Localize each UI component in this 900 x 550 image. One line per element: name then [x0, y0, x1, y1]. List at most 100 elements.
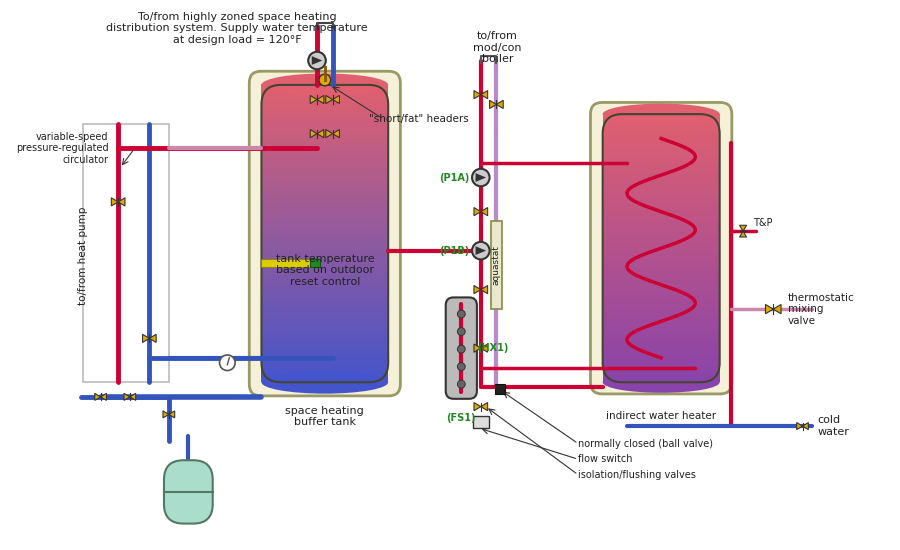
Polygon shape [317, 130, 324, 138]
Bar [603, 344, 720, 350]
Polygon shape [481, 344, 488, 352]
Bar [603, 130, 720, 136]
Text: tank temperature
based on outdoor
reset control: tank temperature based on outdoor reset … [275, 254, 374, 287]
Bar [603, 189, 720, 195]
Polygon shape [474, 403, 481, 411]
Bar [262, 144, 388, 150]
Circle shape [457, 363, 465, 371]
Polygon shape [333, 96, 339, 103]
Bar [603, 312, 720, 318]
Text: T&P: T&P [752, 218, 772, 228]
Polygon shape [317, 96, 324, 103]
Text: (P1B): (P1B) [439, 246, 469, 256]
Ellipse shape [262, 74, 388, 96]
Bar [603, 350, 720, 355]
Bar [603, 162, 720, 168]
Text: thermostatic
mixing
valve: thermostatic mixing valve [788, 293, 855, 326]
Circle shape [319, 74, 330, 86]
Bar [603, 210, 720, 216]
Polygon shape [481, 91, 488, 99]
Bar [262, 376, 388, 382]
Bar [491, 222, 502, 309]
Bar [262, 215, 388, 222]
Bar [262, 126, 388, 133]
Bar [262, 204, 388, 210]
Bar [603, 151, 720, 157]
Bar [603, 328, 720, 334]
Text: (P1A): (P1A) [438, 173, 469, 183]
Bar [603, 200, 720, 205]
Ellipse shape [603, 372, 720, 393]
Bar [603, 124, 720, 130]
FancyBboxPatch shape [590, 102, 732, 394]
Bar [262, 358, 388, 365]
Bar [603, 243, 720, 248]
Bar [310, 260, 320, 267]
Bar [262, 370, 388, 376]
Text: space heating
buffer tank: space heating buffer tank [285, 405, 364, 427]
Text: cold
water: cold water [817, 415, 849, 437]
Text: (HX1): (HX1) [477, 343, 508, 353]
Polygon shape [474, 285, 481, 294]
Polygon shape [474, 344, 481, 352]
Text: to/from heat pump: to/from heat pump [78, 206, 88, 305]
Polygon shape [94, 393, 101, 400]
Polygon shape [311, 56, 322, 65]
Bar [603, 183, 720, 189]
Polygon shape [118, 198, 125, 206]
Polygon shape [163, 411, 169, 418]
Polygon shape [326, 96, 333, 103]
Bar [262, 274, 388, 281]
Polygon shape [310, 96, 317, 103]
Bar [262, 316, 388, 323]
Bar [603, 280, 720, 285]
Bar [603, 248, 720, 254]
Polygon shape [490, 100, 497, 108]
Bar [603, 307, 720, 312]
Bar [603, 221, 720, 227]
Bar [603, 178, 720, 184]
Bar [262, 322, 388, 329]
Text: variable-speed
pressure-regulated
circulator: variable-speed pressure-regulated circul… [16, 131, 108, 165]
Text: aquastat: aquastat [492, 245, 501, 285]
Bar [262, 132, 388, 139]
Bar [603, 173, 720, 179]
Bar [262, 221, 388, 228]
Polygon shape [130, 393, 136, 400]
Polygon shape [475, 173, 486, 182]
Bar [262, 185, 388, 192]
Bar [603, 371, 720, 377]
Bar [603, 339, 720, 345]
Bar [495, 384, 505, 394]
Bar [603, 264, 720, 270]
Text: normally closed (ball valve): normally closed (ball valve) [579, 439, 714, 449]
Bar [262, 174, 388, 180]
Text: To/from highly zoned space heating
distribution system. Supply water temperature: To/from highly zoned space heating distr… [106, 12, 368, 45]
Bar [262, 305, 388, 311]
Bar [603, 258, 720, 265]
Circle shape [220, 355, 235, 371]
Bar [262, 263, 388, 270]
Bar [262, 162, 388, 168]
Circle shape [309, 52, 326, 69]
Bar [603, 114, 720, 119]
Bar [603, 226, 720, 232]
Bar [262, 114, 388, 120]
Bar [603, 205, 720, 211]
Bar [262, 84, 388, 91]
Polygon shape [766, 305, 773, 314]
Polygon shape [310, 130, 317, 138]
Bar [603, 366, 720, 371]
Bar [262, 334, 388, 340]
Text: to/from
mod/con
boiler: to/from mod/con boiler [473, 31, 522, 64]
Bar [262, 227, 388, 234]
Text: "short/fat" headers: "short/fat" headers [369, 114, 468, 124]
FancyBboxPatch shape [446, 298, 477, 399]
Bar [262, 280, 388, 287]
Circle shape [457, 380, 465, 388]
Polygon shape [481, 285, 488, 294]
Bar [603, 140, 720, 146]
Bar [262, 257, 388, 263]
Bar [603, 296, 720, 302]
Bar [262, 245, 388, 251]
